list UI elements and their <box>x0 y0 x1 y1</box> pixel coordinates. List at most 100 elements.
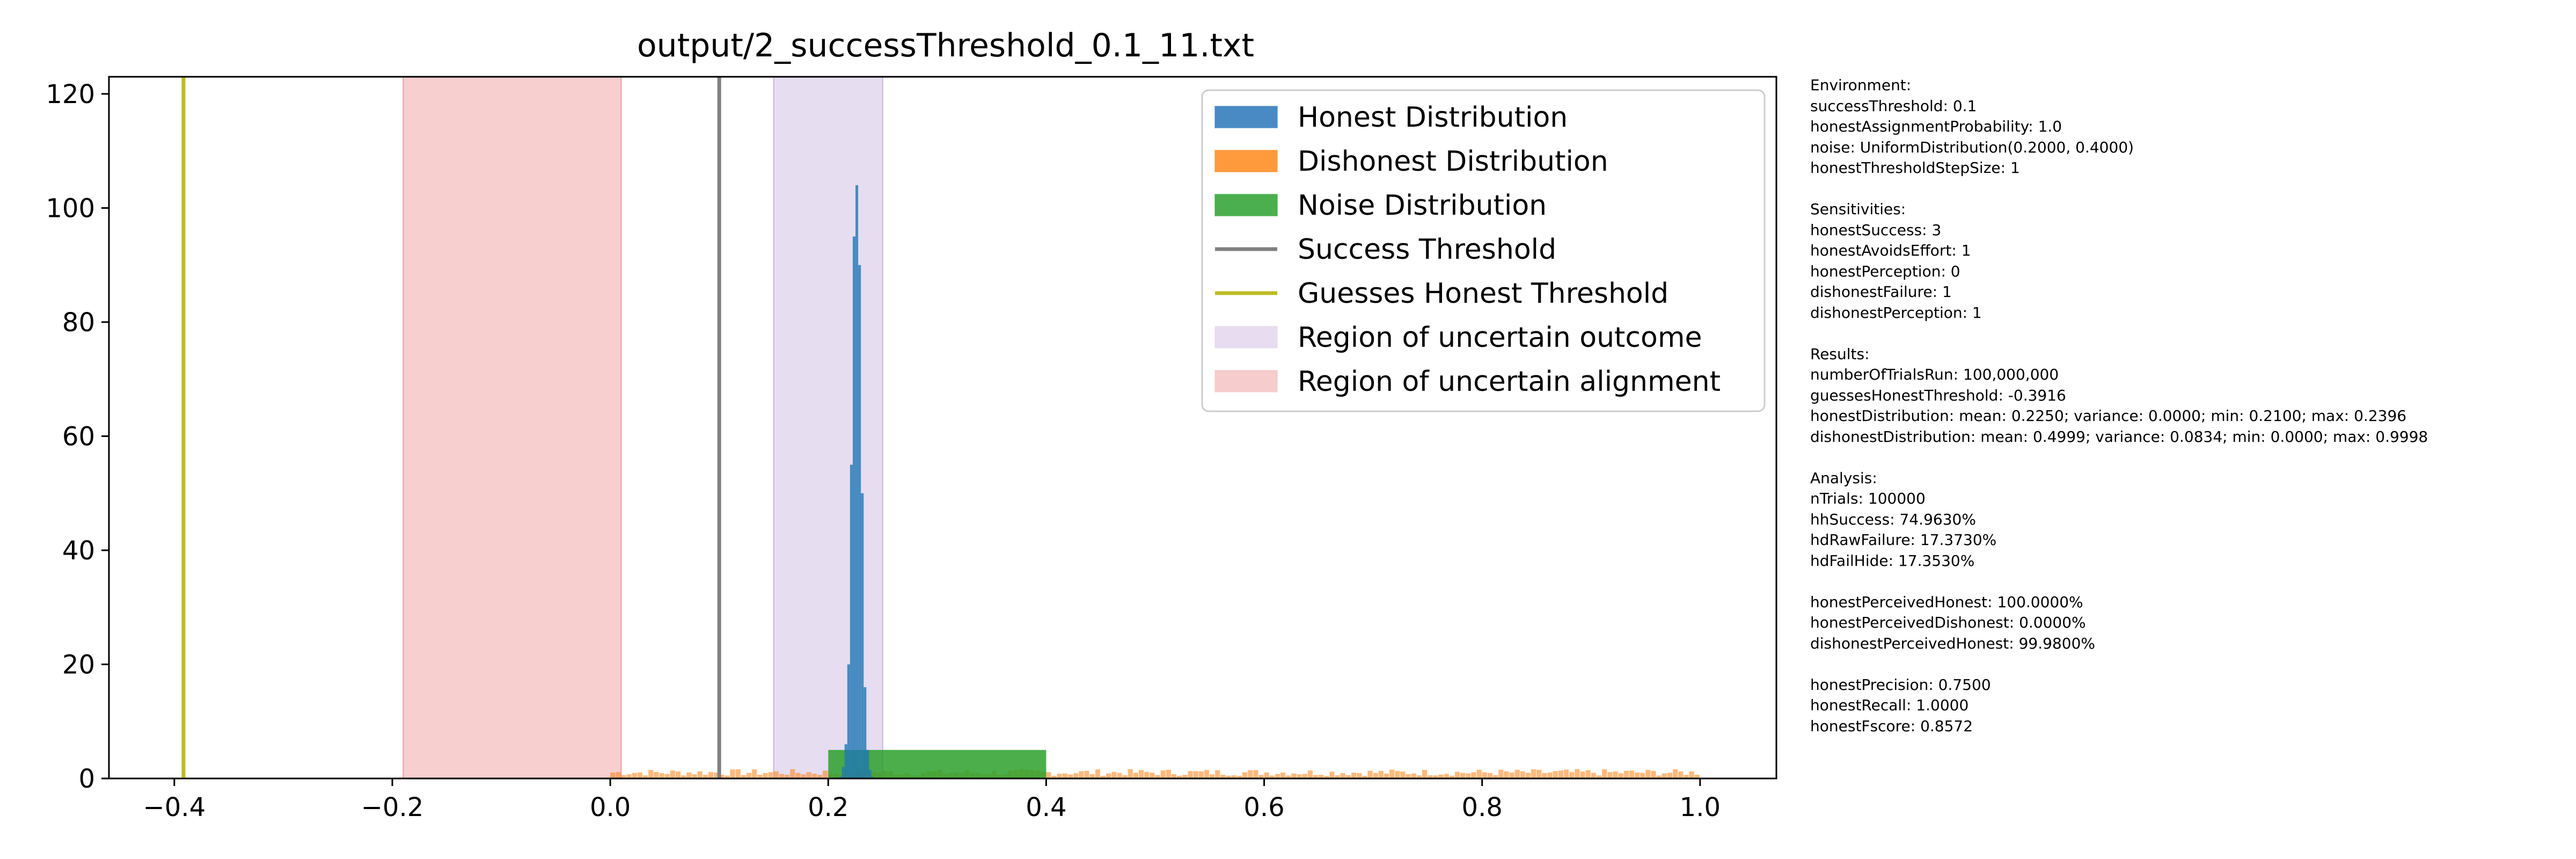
legend-box <box>1201 89 1766 412</box>
dishonest-bar <box>1084 770 1089 778</box>
dishonest-bar <box>616 772 621 778</box>
dishonest-bar <box>1231 775 1236 778</box>
info-line: hhSuccess: 74.9630% <box>1810 510 1976 528</box>
dishonest-bar <box>1629 770 1635 778</box>
dishonest-bar <box>823 770 828 778</box>
legend-label: Honest Distribution <box>1298 101 1568 134</box>
dishonest-bar <box>768 772 773 778</box>
dishonest-bar <box>779 774 785 778</box>
dishonest-bar <box>1079 771 1084 778</box>
legend-patch-marker <box>1214 150 1278 172</box>
dishonest-bar <box>1596 775 1602 778</box>
info-line: hdFailHide: 17.3530% <box>1810 551 1975 570</box>
dishonest-bar <box>1302 774 1307 778</box>
legend-label: Dishonest Distribution <box>1298 145 1608 178</box>
legend: Honest Distribution Dishonest Distributio… <box>1201 89 1766 412</box>
dishonest-bar <box>746 773 752 778</box>
info-line: Sensitivities: <box>1810 200 1906 218</box>
dishonest-bar <box>1150 773 1155 778</box>
dishonest-bar <box>1580 771 1585 778</box>
info-line: successThreshold: 0.1 <box>1810 97 1977 115</box>
dishonest-bar <box>1651 771 1656 778</box>
legend-label: Region of uncertain outcome <box>1298 322 1702 354</box>
dishonest-bar <box>1258 775 1264 778</box>
dishonest-bar <box>1623 770 1629 778</box>
dishonest-bar <box>1144 771 1150 778</box>
dishonest-bar <box>730 769 735 778</box>
info-line: honestPerceivedDishonest: 0.0000% <box>1810 614 2086 631</box>
dishonest-bar <box>1073 773 1079 778</box>
honest-bar <box>850 464 853 778</box>
dishonest-bar <box>708 772 714 778</box>
dishonest-bar <box>763 773 768 778</box>
dishonest-bar <box>1395 771 1400 778</box>
dishonest-bar <box>1406 774 1411 778</box>
dishonest-bar <box>1591 773 1596 778</box>
dishonest-bar <box>1400 771 1406 778</box>
dishonest-bar <box>1160 770 1166 778</box>
dishonest-bar <box>1193 771 1198 778</box>
dishonest-bar <box>1128 769 1133 778</box>
info-line: honestDistribution: mean: 0.2250; varian… <box>1810 407 2407 425</box>
dishonest-bar <box>686 772 692 778</box>
dishonest-bar <box>1198 771 1204 778</box>
dishonest-bar <box>610 772 616 778</box>
y-tick-label: 0 <box>78 764 95 794</box>
dishonest-bar <box>1673 769 1678 778</box>
dishonest-bar <box>1569 772 1575 778</box>
dishonest-bar <box>1111 771 1117 778</box>
dishonest-bar <box>1319 775 1324 778</box>
dishonest-bar <box>654 771 659 778</box>
dishonest-bar <box>664 774 670 778</box>
honest-bar <box>858 265 861 778</box>
info-line: Analysis: <box>1810 469 1877 487</box>
dishonest-bar <box>1236 775 1242 778</box>
dishonest-bar <box>1286 775 1291 778</box>
honest-bar <box>861 493 864 778</box>
dishonest-bar <box>1269 775 1275 778</box>
info-line: dishonestPerception: 1 <box>1810 303 1982 322</box>
dishonest-bar <box>1389 769 1395 778</box>
dishonest-bar <box>1264 772 1269 778</box>
dishonest-bar <box>1438 774 1444 778</box>
dishonest-bar <box>1182 775 1188 778</box>
dishonest-bar <box>790 769 795 778</box>
info-line: honestPerception: 0 <box>1810 262 1960 280</box>
dishonest-bar <box>714 773 719 778</box>
dishonest-bar <box>1307 770 1313 778</box>
dishonest-bar <box>1525 773 1531 778</box>
honest-bar <box>847 664 850 778</box>
dishonest-bar <box>621 775 626 778</box>
dishonest-bar <box>1122 775 1128 778</box>
dishonest-bar <box>1275 774 1280 778</box>
info-line: dishonestDistribution: mean: 0.4999; var… <box>1810 427 2428 446</box>
dishonest-bar <box>1531 769 1536 778</box>
dishonest-bar <box>1280 772 1286 778</box>
dishonest-bar <box>1188 771 1193 778</box>
dishonest-bar <box>719 774 724 778</box>
dishonest-bar <box>1493 775 1498 778</box>
dishonest-bar <box>626 774 632 778</box>
info-line: honestThresholdStepSize: 1 <box>1810 159 2020 177</box>
dishonest-bar <box>1684 775 1689 778</box>
y-tick-label: 100 <box>46 193 95 223</box>
dishonest-bar <box>1428 775 1433 778</box>
info-line: nTrials: 100000 <box>1810 490 1926 507</box>
dishonest-bar <box>1678 771 1684 778</box>
info-panel: Environment: successThreshold: 0.1 honestA… <box>1810 75 2562 737</box>
info-line: honestFscore: 0.8572 <box>1810 717 1973 735</box>
info-spacer <box>1810 571 2562 592</box>
dishonest-bar <box>1520 771 1525 778</box>
honest-bar <box>863 687 867 778</box>
dishonest-bar <box>1367 770 1373 778</box>
dishonest-bar <box>1297 774 1302 778</box>
dishonest-bar <box>1449 775 1454 778</box>
dishonest-bar <box>1106 773 1111 778</box>
info-line: dishonestFailure: 1 <box>1810 283 1952 301</box>
dishonest-bar <box>1204 770 1210 778</box>
info-line: Results: <box>1810 345 1870 363</box>
dishonest-bar <box>1068 774 1073 778</box>
dishonest-bar <box>697 771 702 778</box>
dishonest-bar <box>1575 769 1580 778</box>
uncertain-outcome-region <box>773 76 883 779</box>
